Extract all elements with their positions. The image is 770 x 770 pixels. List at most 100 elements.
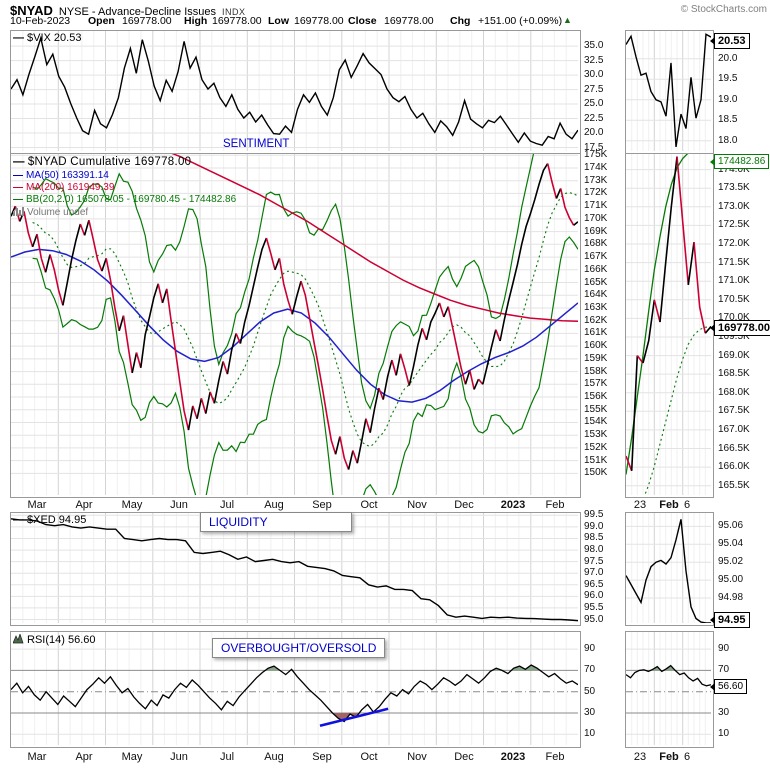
price-line <box>395 353 402 376</box>
y-tick-label: 95.04 <box>718 538 744 550</box>
x-tick-label: Jun <box>170 499 188 511</box>
y-tick-label: 172K <box>584 187 608 199</box>
price-line <box>626 455 633 472</box>
y-tick-label: 99.0 <box>584 520 604 532</box>
vix-panel <box>10 30 581 154</box>
y-tick-label: 95.0 <box>584 613 604 625</box>
up-arrow-icon: ▲ <box>563 15 572 25</box>
price-line <box>239 237 268 344</box>
price-line <box>157 283 164 304</box>
x-tick-label: 23 <box>633 751 647 763</box>
y-tick-label: 173.0K <box>718 200 750 212</box>
rsi-area-icon <box>13 634 24 644</box>
price-line <box>391 359 397 376</box>
price-line <box>573 221 578 226</box>
y-tick-label: 167.5K <box>718 405 750 417</box>
price-line <box>209 391 216 404</box>
nyad-mini-panel <box>625 153 714 498</box>
x-tick-label: Jul <box>219 499 235 511</box>
copyright: © StockCharts.com <box>680 4 767 15</box>
price-line <box>382 359 393 400</box>
x-tick-label: Oct <box>360 751 378 763</box>
y-tick-label: 165.5K <box>718 479 750 491</box>
price-line <box>101 258 107 272</box>
y-tick-label: 96.5 <box>584 578 604 590</box>
y-tick-label: 169K <box>584 225 608 237</box>
series-line <box>626 154 689 475</box>
y-tick-label: 168.0K <box>718 386 750 398</box>
y-tick-label: 97.0 <box>584 567 604 579</box>
x-tick-label: Aug <box>264 499 284 511</box>
ticker-name: NYSE - Advance-Decline Issues <box>58 6 217 18</box>
price-line <box>653 299 661 323</box>
y-tick-label: 90 <box>584 643 596 655</box>
price-line <box>278 258 294 315</box>
price-line <box>31 233 38 248</box>
series-line <box>626 33 711 148</box>
x-tick-label: Sep <box>312 751 332 763</box>
y-tick-label: 172.0K <box>718 237 750 249</box>
chg-value: +151.00 (+0.09%) <box>478 15 563 27</box>
x-tick-label: 2023 <box>500 751 526 763</box>
y-tick-label: 95.02 <box>718 556 744 568</box>
ma200-legend: — MA(200) 161949.39 <box>13 182 115 193</box>
y-tick-label: 70 <box>718 664 730 676</box>
y-tick-label: 171.0K <box>718 275 750 287</box>
xed-legend: — $XED 94.95 <box>13 514 87 526</box>
price-line <box>469 370 475 390</box>
x-tick-label: Jun <box>170 751 188 763</box>
price-line <box>334 436 341 455</box>
bb-upper-pricebox: 174482.86 <box>709 154 770 169</box>
y-tick-label: 174K <box>584 161 608 173</box>
y-tick-label: 95.06 <box>718 520 744 532</box>
price-line <box>79 223 86 236</box>
vix-last-pricebox: 20.53 <box>710 33 750 49</box>
close-value: 169778.00 <box>384 15 434 27</box>
vix-legend: — $VIX 20.53 <box>13 32 82 44</box>
series-line <box>11 248 578 403</box>
y-tick-label: 18.0 <box>718 134 738 146</box>
price-line <box>408 328 423 386</box>
y-tick-label: 162K <box>584 314 608 326</box>
price-line <box>235 333 242 344</box>
xed-mini-panel <box>625 512 714 626</box>
ohlc-row: 10-Feb-2023 Open 169778.00 High 169778.0… <box>0 15 770 28</box>
price-line <box>464 370 471 385</box>
nyad-legend: — $NYAD Cumulative 169778.00 <box>13 156 192 168</box>
y-tick-label: 166.5K <box>718 442 750 454</box>
price-line <box>222 361 229 375</box>
price-line <box>36 234 47 273</box>
price-line <box>49 254 64 306</box>
price-line <box>546 163 558 199</box>
y-tick-label: 170.5K <box>718 293 750 305</box>
series-line <box>626 519 711 623</box>
price-line <box>477 378 484 385</box>
exchange-label: INDX <box>222 7 246 17</box>
x-tick-label: Apr <box>75 499 93 511</box>
rsi-mini-panel <box>625 631 714 748</box>
price-line <box>687 241 695 286</box>
title-row: $NYAD NYSE - Advance-Decline Issues INDX <box>10 2 246 18</box>
y-tick-label: 20.0 <box>584 127 604 139</box>
y-tick-label: 167.0K <box>718 423 750 435</box>
x-tick-label: 6 <box>683 499 691 511</box>
x-tick-label: Nov <box>407 751 427 763</box>
line-swatch-icon: — <box>13 194 23 205</box>
x-tick-label: 2023 <box>500 499 526 511</box>
y-tick-label: 175K <box>584 149 608 161</box>
liquidity-annotation: LIQUIDITY <box>200 512 352 532</box>
price-line <box>44 254 51 273</box>
price-line <box>482 329 497 385</box>
price-line <box>300 280 337 455</box>
trendline <box>319 707 389 728</box>
price-line <box>187 405 194 431</box>
price-line <box>83 219 90 236</box>
series-line <box>32 192 578 448</box>
y-tick-label: 171K <box>584 200 608 212</box>
price-line <box>291 280 302 315</box>
price-line <box>559 188 575 226</box>
price-line <box>365 418 371 433</box>
y-tick-label: 10 <box>584 728 596 740</box>
y-tick-label: 99.5 <box>584 509 604 521</box>
